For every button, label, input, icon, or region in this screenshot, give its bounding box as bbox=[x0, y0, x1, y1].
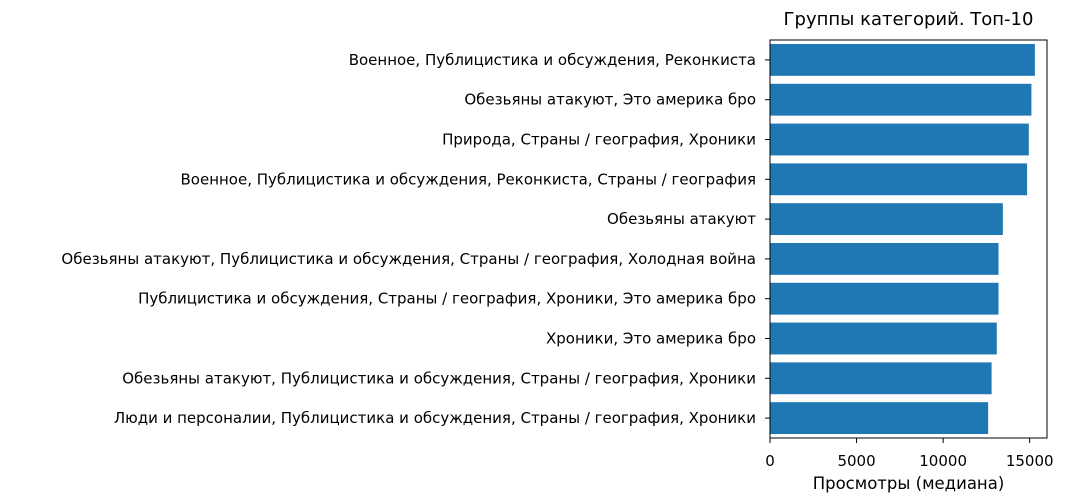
bar bbox=[770, 282, 999, 315]
plot-frame bbox=[769, 39, 1048, 439]
category-ticks-group bbox=[765, 59, 770, 419]
bar bbox=[770, 322, 997, 355]
category-label: Природа, Страны / география, Хроники bbox=[442, 131, 756, 149]
bar bbox=[770, 242, 999, 275]
category-label: Обезьяны атакуют, Публицистика и обсужде… bbox=[61, 250, 756, 268]
category-label: Обезьяны атакуют, Публицистика и обсужде… bbox=[122, 369, 756, 387]
bars-group bbox=[770, 43, 1035, 435]
x-tick-label: 5000 bbox=[837, 452, 875, 470]
x-axis-title: Просмотры (медиана) bbox=[813, 474, 1005, 493]
bar bbox=[770, 362, 992, 395]
category-label: Публицистика и обсуждения, Страны / геог… bbox=[138, 290, 756, 308]
bar bbox=[770, 123, 1029, 156]
category-label: Военное, Публицистика и обсуждения, Реко… bbox=[181, 170, 757, 188]
bar bbox=[770, 43, 1035, 76]
category-label: Обезьяны атакуют bbox=[607, 210, 756, 228]
bar bbox=[770, 203, 1003, 236]
category-labels-group: Военное, Публицистика и обсуждения, Реко… bbox=[61, 51, 756, 427]
x-tick-label: 10000 bbox=[919, 452, 967, 470]
category-label: Хроники, Это америка бро bbox=[546, 330, 756, 348]
category-label: Военное, Публицистика и обсуждения, Реко… bbox=[349, 51, 756, 69]
category-label: Люди и персоналии, Публицистика и обсужд… bbox=[114, 409, 756, 427]
chart-title: Группы категорий. Топ-10 bbox=[784, 9, 1034, 30]
bar bbox=[770, 402, 989, 435]
bar bbox=[770, 83, 1032, 116]
x-tick-label: 0 bbox=[765, 452, 775, 470]
x-tick-label: 15000 bbox=[1006, 452, 1054, 470]
x-ticks-group: 0 5000 10000 15000 bbox=[765, 438, 1054, 470]
category-label: Обезьяны атакуют, Это америка бро bbox=[464, 91, 756, 109]
bar bbox=[770, 163, 1028, 196]
